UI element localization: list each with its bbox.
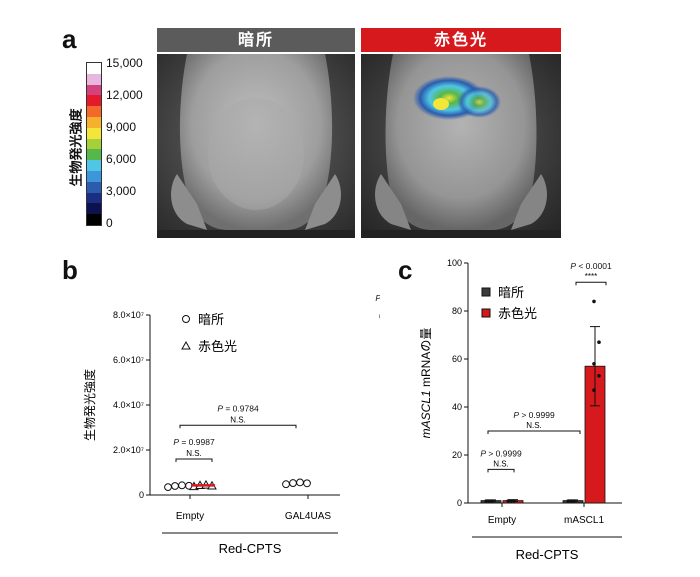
p-value-label: P < 0.0001: [570, 261, 612, 271]
colorbar-segment: [87, 192, 101, 204]
x-tick-label: mASCL1: [564, 515, 604, 526]
y-tick-label: 2.0×10⁷: [113, 445, 144, 455]
data-point: [509, 499, 513, 503]
panel-label-b: b: [62, 255, 78, 285]
data-point: [484, 499, 488, 503]
y-tick-label: 0: [457, 498, 462, 508]
significance-bracket: [487, 430, 581, 434]
legend-marker-dark: [182, 315, 190, 323]
legend-label-dark: 暗所: [198, 312, 224, 327]
data-point: [487, 499, 491, 503]
colorbar-segment: [87, 106, 101, 118]
colorbar-segment: [87, 127, 101, 140]
colorbar-segment: [87, 149, 101, 161]
data-point: [506, 499, 510, 503]
x-tick-label: GAL4UAS: [285, 511, 331, 522]
data-point-dark: [171, 482, 179, 490]
dark-header: 暗所: [157, 28, 355, 52]
x-tick-label: Empty: [176, 511, 204, 522]
data-point-dark: [303, 479, 311, 488]
data-point: [512, 499, 516, 503]
chart-b: 0 2.0×10⁷ 4.0×10⁷ 6.0×10⁷ 8.0×10⁷ 生物発光強度 Empty…: [82, 293, 380, 556]
mouse-image-dark: [157, 54, 355, 238]
x-tick-label: Empty: [488, 515, 516, 526]
legend-label-red: 赤色光: [498, 306, 537, 321]
y-axis-label: 生物発光強度: [82, 369, 97, 441]
data-point: [572, 499, 576, 503]
significance-label: N.S.: [493, 459, 509, 468]
data-point: [566, 499, 570, 503]
significance-bracket: [175, 458, 213, 462]
significance-label: ****: [585, 272, 597, 281]
colorbar-tick-label: 12,000: [106, 88, 143, 102]
colorbar-segment: [87, 84, 101, 96]
legend-label-red: 赤色光: [198, 339, 237, 354]
panel-label-a: a: [62, 24, 77, 54]
significance-label: N.S.: [526, 421, 542, 430]
data-point: [592, 362, 596, 366]
mouse-image-red: [361, 54, 561, 238]
p-value-label: P > 0.9999: [480, 448, 522, 458]
colorbar-label: 生物発光強度: [69, 108, 85, 187]
legend-marker-red: [181, 340, 191, 350]
p-value-label: P > 0.9999: [513, 410, 555, 420]
data-point: [592, 299, 596, 304]
significance-label: N.S.: [186, 449, 202, 458]
data-point-dark: [282, 480, 290, 489]
colorbar-segment: [87, 63, 101, 75]
p-value-label: P = 0.9784: [217, 403, 259, 413]
data-point: [592, 388, 596, 392]
colorbar-segment: [87, 203, 101, 215]
panel-label-c: c: [398, 255, 413, 285]
significance-bracket: [575, 281, 607, 286]
data-point: [490, 499, 494, 503]
legend-marker-dark: [481, 287, 491, 297]
y-tick-label: 40: [452, 402, 462, 412]
y-tick-label: 20: [452, 450, 462, 460]
significance-bracket: [487, 468, 515, 473]
data-point-dark: [178, 481, 186, 490]
p-value-label: P = 0.9987: [173, 437, 215, 447]
data-point-dark: [289, 479, 297, 487]
group-label: Red-CPTS: [219, 541, 282, 556]
colorbar-segment: [87, 73, 101, 86]
colorbar: [86, 62, 102, 226]
colorbar-segment: [87, 138, 101, 150]
colorbar-segment: [87, 181, 101, 194]
y-tick-label: 80: [452, 306, 462, 316]
y-tick-label: 8.0×10⁷: [113, 310, 144, 320]
colorbar-tick-label: 15,000: [106, 56, 143, 70]
y-tick-label: 0: [139, 490, 144, 500]
y-axis-label: mASCL1 mRNAの量: [419, 328, 433, 439]
significance-bracket: [179, 424, 297, 429]
data-point-dark: [164, 483, 172, 492]
y-tick-label: 60: [452, 354, 462, 364]
legend-marker-red: [481, 308, 491, 318]
colorbar-segment: [87, 171, 101, 183]
p-value-label: P < 0.0001: [375, 293, 380, 303]
y-tick-label: 100: [447, 258, 462, 268]
data-point: [597, 340, 601, 344]
colorbar-segment: [87, 160, 101, 172]
colorbar-tick-label: 9,000: [106, 120, 137, 134]
chart-c: 0 20 40 60 80 100 mASCL1 mRNAの量 Empty mASCL1 Red-…: [419, 258, 622, 562]
colorbar-tick-label: 0: [106, 216, 113, 230]
group-label: Red-CPTS: [516, 547, 579, 562]
colorbar-segment: [87, 117, 101, 129]
y-tick-label: 4.0×10⁷: [113, 400, 144, 410]
y-tick-label: 6.0×10⁷: [113, 355, 144, 365]
colorbar-segment: [87, 214, 101, 226]
data-point: [597, 374, 601, 378]
colorbar-segment: [87, 95, 101, 107]
data-point-dark: [296, 478, 304, 487]
data-point: [569, 499, 573, 503]
significance-label: N.S.: [230, 415, 246, 424]
colorbar-tick-label: 3,000: [106, 184, 137, 198]
red-header: 赤色光: [361, 28, 561, 52]
colorbar-tick-label: 6,000: [106, 152, 137, 166]
legend-label-dark: 暗所: [498, 285, 524, 300]
